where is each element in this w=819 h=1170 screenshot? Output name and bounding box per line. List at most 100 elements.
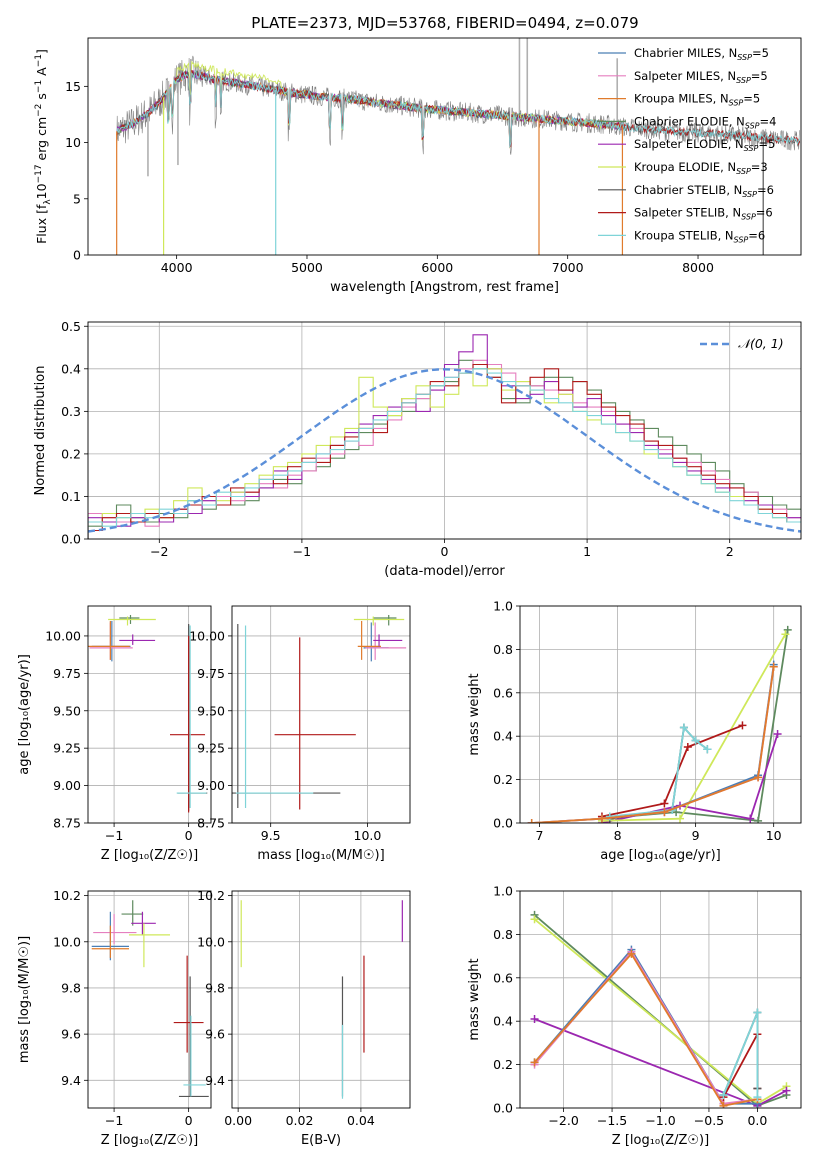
- age-vs-Z-panel: −1 0 8.75 9.00 9.25 9.50 9.75 10.00 Z [log₁₀(Z/Z…: [17, 605, 212, 863]
- x-tick-label: 10: [766, 828, 782, 843]
- legend-label: Salpeter ELODIE, NSSP=5: [634, 137, 775, 153]
- y-tick-label: 8.75: [197, 816, 225, 831]
- y-tick-label: 0: [73, 248, 81, 263]
- x-axis-label: mass [log₁₀(M/M☉)]: [257, 848, 384, 863]
- y-tick-label: 0.4: [493, 729, 513, 744]
- y-tick-label: 9.75: [53, 666, 81, 681]
- y-tick-label: 10.00: [189, 628, 225, 643]
- x-tick-label: 8: [614, 828, 622, 843]
- x-tick-label: −2: [150, 544, 168, 559]
- weight-point-marker: [769, 662, 778, 671]
- y-tick-label: 0.4: [61, 361, 81, 376]
- y-tick-label: 10.0: [197, 934, 225, 949]
- x-tick-label: 0.0: [747, 1113, 767, 1128]
- weight-point-marker: [782, 1086, 791, 1095]
- y-tick-label: 10.00: [45, 628, 81, 643]
- figure-title: PLATE=2373, MJD=53768, FIBERID=0494, z=0…: [251, 14, 638, 32]
- y-tick-label: 10: [65, 135, 81, 150]
- legend-label: Kroupa STELIB, NSSP=6: [634, 228, 765, 244]
- plot-frame: [87, 605, 212, 824]
- y-tick-label: 0.8: [493, 927, 513, 942]
- weight-point-marker: [746, 814, 755, 823]
- weight-point-marker: [605, 812, 614, 821]
- plot-frame: [519, 890, 802, 1109]
- y-tick-label: 8.75: [53, 816, 81, 831]
- weight-point-marker: [676, 814, 685, 823]
- y-axis-label: mass weight: [467, 958, 482, 1040]
- y-tick-label: 9.4: [61, 1073, 81, 1088]
- y-tick-label: 9.25: [53, 741, 81, 756]
- y-tick-label: 10.2: [197, 888, 225, 903]
- weight-point-marker: [660, 799, 669, 808]
- y-tick-label: 0.2: [61, 446, 81, 461]
- x-tick-label: 2: [726, 544, 734, 559]
- normal-reference-curve: [88, 368, 801, 533]
- x-tick-label: 8000: [682, 260, 714, 275]
- x-tick-label: 6000: [421, 260, 453, 275]
- weight-point-marker: [597, 814, 606, 823]
- x-tick-label: 0: [441, 544, 449, 559]
- weight-series-line: [601, 724, 743, 818]
- y-tick-label: 9.8: [205, 980, 225, 995]
- x-tick-label: 0.02: [286, 1113, 314, 1128]
- mass-vs-Z-panel: −1 0 9.4 9.6 9.8 10.0 10.2 Z [log₁₀(Z/Z☉)] mass …: [17, 888, 212, 1148]
- x-axis-label: age [log₁₀(age/yr)]: [600, 848, 721, 863]
- errorbars: [240, 900, 403, 1099]
- x-tick-label: 0: [185, 1113, 193, 1128]
- weight-point-marker: [781, 630, 790, 639]
- x-axis-label: wavelength [Angstrom, rest frame]: [330, 280, 559, 295]
- weight-lines: [530, 910, 791, 1108]
- y-tick-label: 0.2: [493, 772, 513, 787]
- legend-label: Chabrier MILES, NSSP=5: [634, 46, 769, 62]
- weight-point-marker: [530, 915, 539, 924]
- x-tick-label: 0.00: [224, 1113, 252, 1128]
- plot-frame: [519, 605, 802, 824]
- x-tick-label: −2.0: [548, 1113, 578, 1128]
- weight-point-marker: [753, 1008, 762, 1017]
- weight-vs-Z-panel: −2.0 −1.5 −1.0 −0.5 0.0 0.0 0.2 0.4 0.6 0.8 1.0 Z […: [467, 884, 802, 1148]
- y-tick-label: 10.2: [53, 888, 81, 903]
- y-tick-label: 0.8: [493, 642, 513, 657]
- y-axis-label: age [log₁₀(age/yr)]: [17, 654, 32, 775]
- x-tick-label: −1: [105, 828, 123, 843]
- y-tick-label: 9.00: [53, 778, 81, 793]
- y-tick-label: 0.0: [61, 532, 81, 547]
- weight-lines: [527, 625, 792, 823]
- mass-vs-ebv-panel: 0.00 0.02 0.04 9.4 9.6 9.8 10.0 10.2 E(B-V): [197, 888, 411, 1148]
- plot-frame: [87, 890, 212, 1109]
- x-tick-label: 4000: [161, 260, 193, 275]
- y-tick-label: 1.0: [493, 884, 513, 899]
- weight-point-marker: [660, 808, 669, 817]
- residuals-panel: −2 −1 0 1 2 0.0 0.1 0.2 0.3 0.4 0.5 (data-model)/er…: [33, 319, 802, 579]
- y-tick-label: 9.6: [61, 1027, 81, 1042]
- y-tick-label: 0.1: [61, 489, 81, 504]
- plot-frame: [87, 321, 802, 540]
- x-tick-label: −1: [293, 544, 311, 559]
- y-tick-label: 9.50: [197, 703, 225, 718]
- y-axis-label: mass [log₁₀(M/M☉)]: [17, 936, 32, 1063]
- plot-frame: [87, 37, 802, 256]
- weight-point-marker: [627, 949, 636, 958]
- x-axis-label: Z [log₁₀(Z/Z☉)]: [101, 1133, 198, 1148]
- x-tick-label: 10.0: [354, 828, 382, 843]
- y-axis-label: Flux [fλ10−17 erg cm−2 s−1 A−1]: [34, 49, 53, 244]
- x-tick-label: 1: [583, 544, 591, 559]
- x-tick-label: 9.5: [261, 828, 281, 843]
- y-tick-label: 0.3: [61, 404, 81, 419]
- weight-point-marker: [691, 736, 700, 745]
- x-tick-label: 9: [692, 828, 700, 843]
- errorbars: [232, 614, 407, 810]
- plot-frame: [231, 605, 411, 824]
- age-vs-mass-panel: 9.5 10.0 8.75 9.00 9.25 9.50 9.75 10.00 mass [lo…: [189, 605, 411, 863]
- y-tick-label: 15: [65, 79, 81, 94]
- legend-label: Kroupa MILES, NSSP=5: [634, 92, 760, 108]
- y-tick-label: 9.4: [205, 1073, 225, 1088]
- weight-vs-age-panel: 7 8 9 10 0.0 0.2 0.4 0.6 0.8 1.0 age [log₁₀(age/yr…: [467, 599, 802, 863]
- x-tick-label: −1: [105, 1113, 123, 1128]
- y-tick-label: 9.8: [61, 980, 81, 995]
- y-tick-label: 9.50: [53, 703, 81, 718]
- y-tick-label: 0.4: [493, 1014, 513, 1029]
- legend-label: Salpeter MILES, NSSP=5: [634, 69, 768, 85]
- y-tick-label: 0.5: [61, 319, 81, 334]
- y-tick-label: 0.0: [493, 1101, 513, 1116]
